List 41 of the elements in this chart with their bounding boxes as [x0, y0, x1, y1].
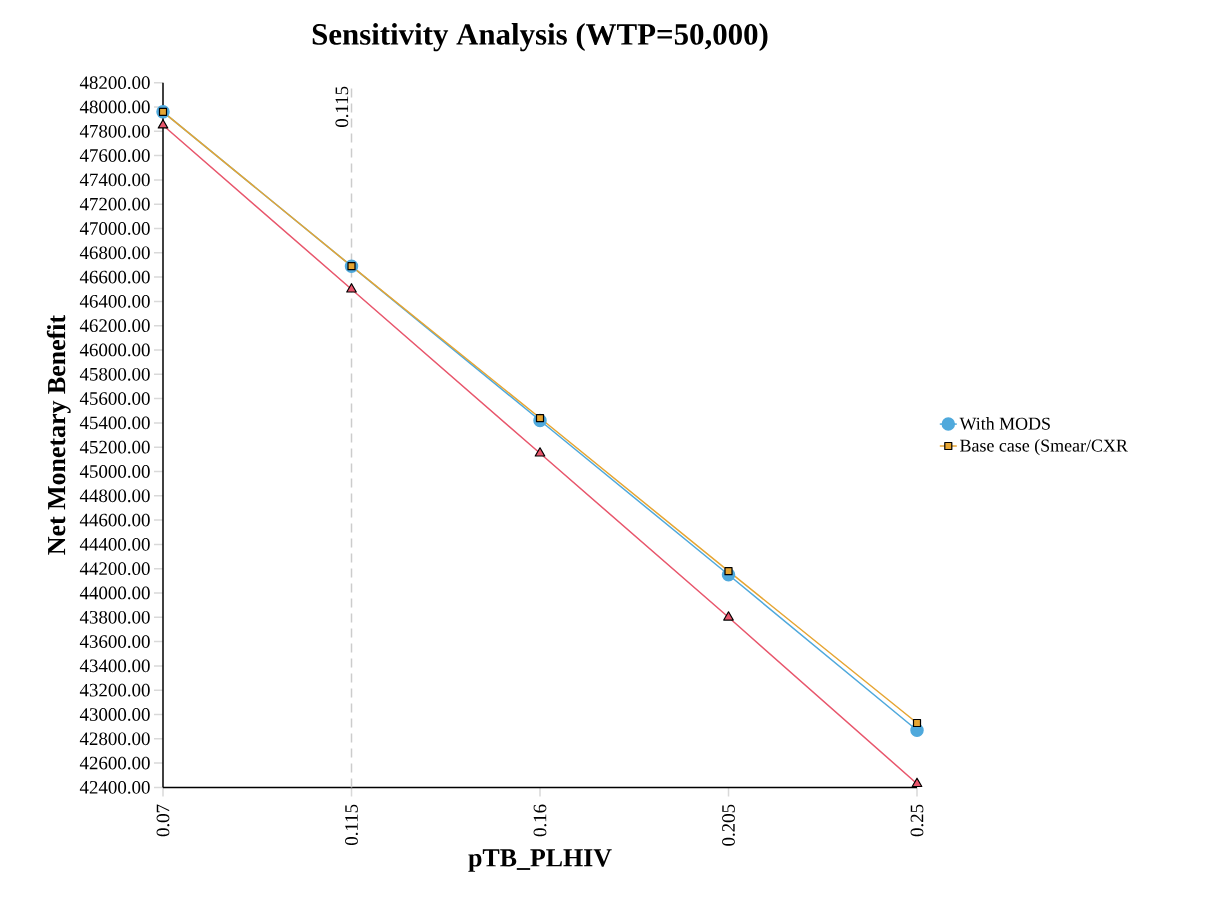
x-axis-title: pTB_PLHIV [468, 849, 612, 872]
y-tick-label: 44200.00 [79, 562, 150, 576]
ref-line-label: 0.115 [335, 86, 349, 128]
y-tick-label: 46000.00 [79, 343, 150, 357]
y-tick-label: 47400.00 [79, 173, 150, 187]
y-tick-label: 47600.00 [79, 149, 150, 163]
legend-label: With MODS [959, 417, 1050, 430]
y-tick-label: 44400.00 [79, 537, 150, 551]
chart-title: Sensitivity Analysis (WTP=50,000) [312, 23, 768, 52]
y-tick-label: 48000.00 [79, 100, 150, 114]
y-tick-label: 43200.00 [79, 683, 150, 697]
y-tick-label: 46400.00 [79, 294, 150, 308]
y-tick-label: 45600.00 [79, 392, 150, 406]
y-tick-label: 45400.00 [79, 416, 150, 430]
y-tick-label: 44600.00 [79, 513, 150, 527]
y-axis-title: Net Monetary Benefit [46, 315, 71, 555]
y-tick-label: 45800.00 [79, 367, 150, 381]
y-tick-label: 46800.00 [79, 246, 150, 260]
y-tick-label: 45200.00 [79, 440, 150, 454]
y-tick-label: 42400.00 [79, 780, 150, 794]
y-tick-label: 47200.00 [79, 197, 150, 211]
y-tick-label: 42800.00 [79, 732, 150, 746]
y-tick-label: 44000.00 [79, 586, 150, 600]
y-tick-label: 45000.00 [79, 465, 150, 478]
x-tick-label: 0.25 [910, 804, 924, 837]
x-tick-label: 0.07 [156, 804, 170, 837]
legend-label: Base case (Smear/CXR [960, 439, 1128, 456]
y-tick-label: 43000.00 [79, 708, 150, 721]
y-tick-label: 43600.00 [79, 635, 150, 649]
y-tick-label: 46200.00 [79, 319, 150, 333]
y-tick-label: 48200.00 [79, 76, 150, 90]
y-tick-label: 43800.00 [79, 610, 150, 624]
y-tick-label: 46600.00 [79, 270, 150, 284]
y-tick-label: 47000.00 [79, 222, 150, 235]
y-tick-label: 47800.00 [79, 124, 150, 138]
x-tick-label: 0.115 [345, 804, 358, 846]
y-tick-label: 42600.00 [79, 756, 150, 770]
y-tick-label: 43400.00 [79, 659, 150, 673]
x-tick-label: 0.16 [533, 804, 547, 837]
x-tick-label: 0.205 [722, 804, 735, 846]
y-tick-label: 44800.00 [79, 489, 150, 503]
